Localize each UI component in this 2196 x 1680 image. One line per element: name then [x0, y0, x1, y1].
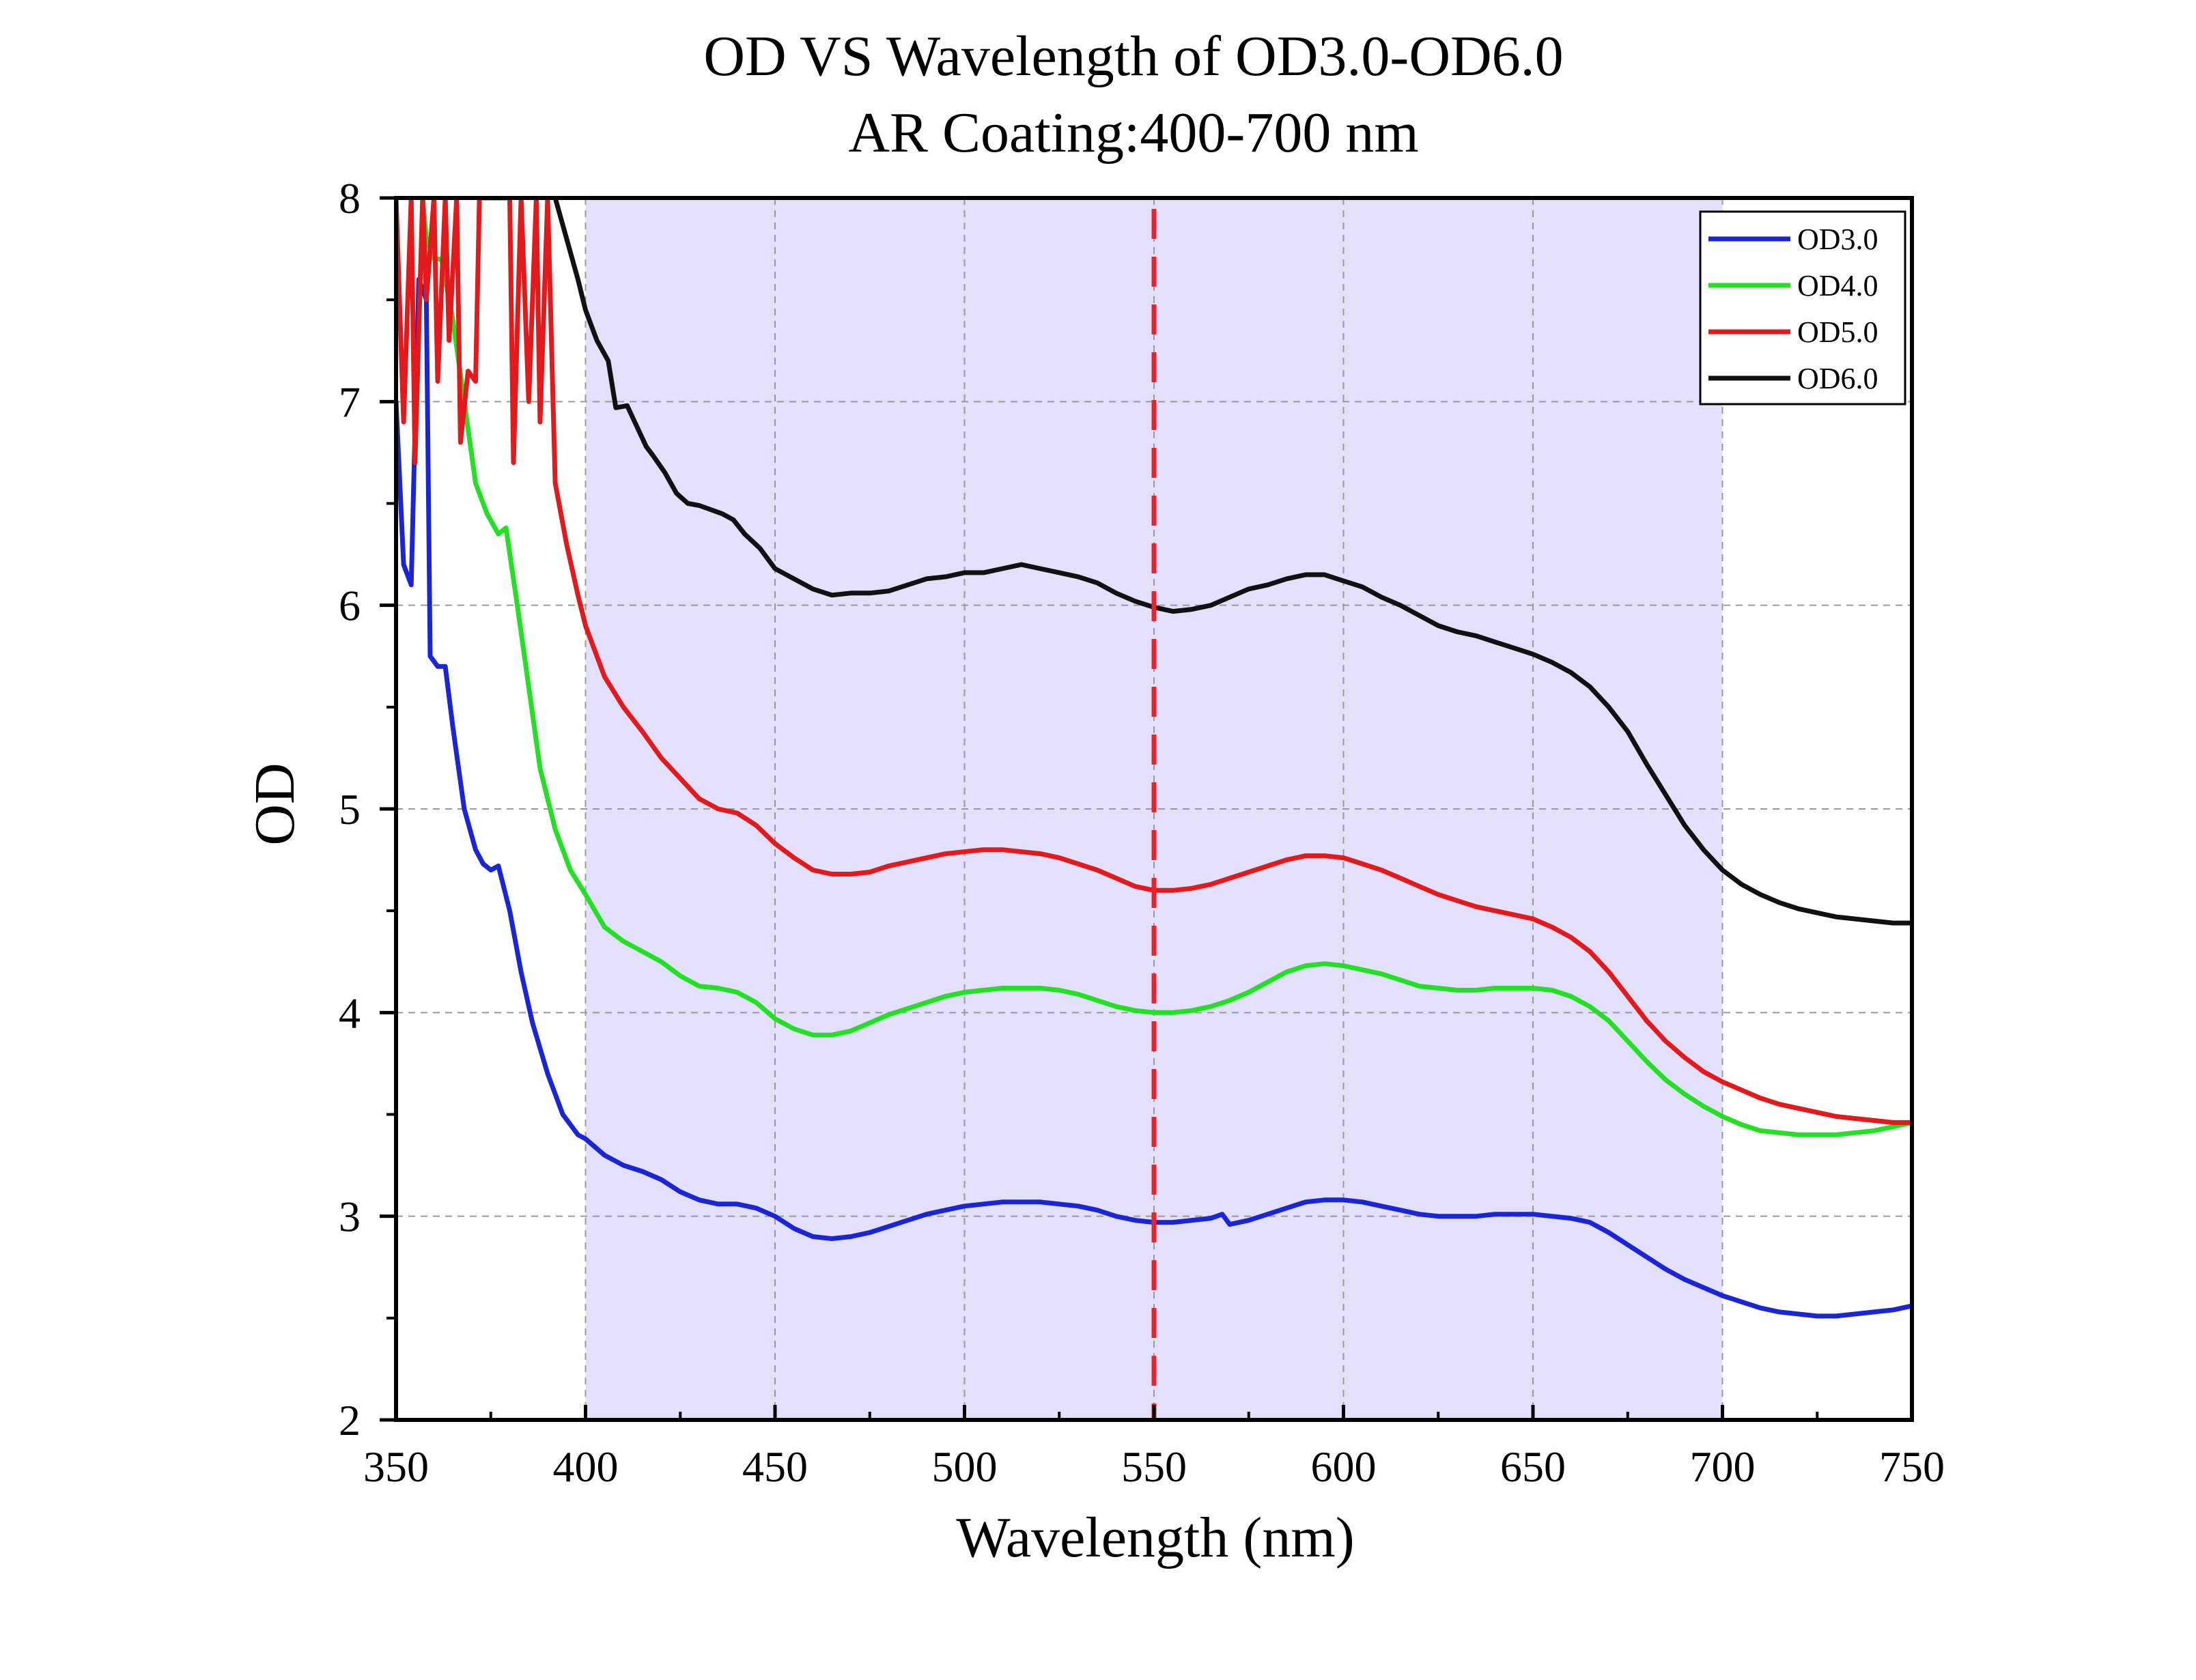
x-tick-label-750: 750 [1879, 1442, 1945, 1491]
x-tick-label-350: 350 [363, 1442, 429, 1491]
series-line-od4-0 [420, 198, 1912, 1137]
x-tick-label-500: 500 [932, 1442, 998, 1491]
legend-box [1699, 210, 1906, 405]
legend-label-od5-0: OD5.0 [1797, 315, 1878, 349]
series-line-od5-0 [396, 198, 1912, 1125]
x-tick-label-700: 700 [1690, 1442, 1756, 1491]
y-tick-label-2: 2 [339, 1396, 361, 1444]
series-layer [396, 198, 1912, 1319]
x-tick-label-400: 400 [553, 1442, 619, 1491]
y-tick-label-6: 6 [339, 582, 361, 630]
y-tick-label-4: 4 [339, 988, 361, 1037]
y-tick-label-5: 5 [339, 785, 361, 834]
chart-title: OD VS Wavelength of OD3.0-OD6.0 [703, 25, 1563, 88]
legend-label-od3-0: OD3.0 [1797, 223, 1878, 256]
legend: OD3.0 OD4.0 OD5.0 OD6.0 [1699, 210, 1906, 405]
x-tick-label-550: 550 [1121, 1442, 1187, 1491]
legend-label-od6-0: OD6.0 [1797, 362, 1878, 395]
y-tick-label-3: 3 [339, 1193, 361, 1241]
y-tick-label-8: 8 [339, 174, 361, 223]
y-axis-label: OD [243, 763, 307, 845]
axis-layer [380, 196, 1914, 1422]
y-tick-label-7: 7 [339, 378, 361, 426]
tick-label-layer: 350 400 450 500 550 600 650 700 750 2 3 4 5 6 7 8 [339, 174, 1945, 1491]
chart-subtitle: AR Coating:400-700 nm [848, 101, 1418, 165]
x-tick-label-650: 650 [1500, 1442, 1566, 1491]
x-axis-label: Wavelength (nm) [956, 1506, 1354, 1569]
grid-layer [396, 198, 1912, 1420]
series-line-od3-0 [396, 276, 1912, 1319]
legend-label-od4-0: OD4.0 [1797, 269, 1878, 302]
x-tick-label-450: 450 [742, 1442, 808, 1491]
x-tick-label-600: 600 [1311, 1442, 1377, 1491]
